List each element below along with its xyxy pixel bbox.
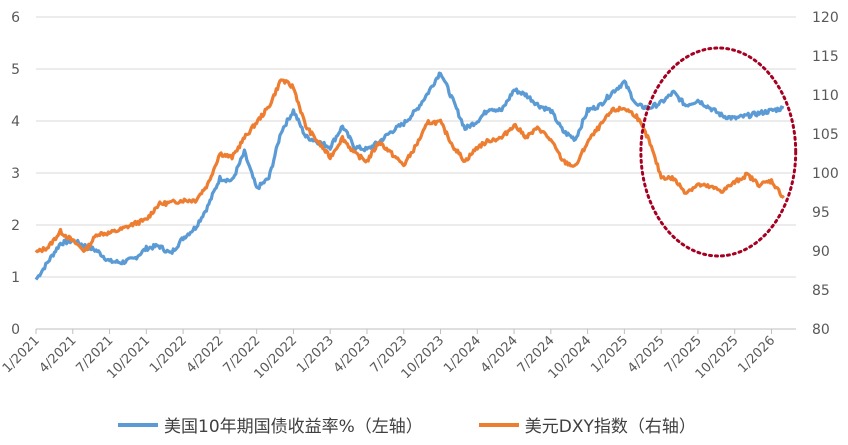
x-tick-label: 4/2025 xyxy=(625,333,668,376)
left-tick-label: 0 xyxy=(11,322,20,338)
x-tick-label: 4/2022 xyxy=(184,333,227,376)
right-tick-label: 80 xyxy=(812,322,830,338)
gridlines xyxy=(36,16,796,278)
series-line-dxy xyxy=(34,78,785,254)
x-tick-label: 1/2025 xyxy=(588,333,631,376)
legend-label-dxy: 美元DXY指数（右轴） xyxy=(524,417,696,437)
left-tick-label: 1 xyxy=(11,270,20,286)
left-tick-label: 5 xyxy=(11,62,20,78)
left-axis-ticks: 0 1 2 3 4 5 6 xyxy=(11,10,20,338)
left-tick-label: 4 xyxy=(11,114,20,130)
legend-swatch-yield xyxy=(118,422,158,427)
highlight-ellipse xyxy=(639,46,798,258)
legend-swatch-dxy xyxy=(478,422,519,427)
x-axis-ticks: 1/20214/20217/202110/20211/20224/20227/2… xyxy=(0,329,778,382)
right-tick-label: 115 xyxy=(812,49,839,65)
x-tick-label: 1/2022 xyxy=(147,333,190,376)
left-tick-label: 6 xyxy=(11,10,20,26)
x-tick-label: 1/2023 xyxy=(294,333,337,376)
x-tick-label: 1/2026 xyxy=(735,333,778,376)
legend-item-yield: 美国10年期国债收益率%（左轴） xyxy=(118,412,423,437)
x-tick-label: 4/2023 xyxy=(331,333,374,376)
series-line-yield xyxy=(34,71,785,281)
left-tick-label: 2 xyxy=(11,218,20,234)
x-tick-label: 1/2024 xyxy=(441,333,484,376)
right-tick-label: 90 xyxy=(812,244,830,260)
series-layer xyxy=(34,71,785,281)
right-tick-label: 100 xyxy=(812,166,839,182)
right-tick-label: 105 xyxy=(812,127,839,143)
x-tick-label: 4/2021 xyxy=(37,333,80,376)
right-tick-label: 110 xyxy=(812,88,839,104)
right-tick-label: 120 xyxy=(812,10,839,26)
right-tick-label: 85 xyxy=(812,283,830,299)
legend-item-dxy: 美元DXY指数（右轴） xyxy=(478,412,696,437)
right-tick-label: 95 xyxy=(812,205,830,221)
legend-label-yield: 美国10年期国债收益率%（左轴） xyxy=(164,417,423,437)
legend: 美国10年期国债收益率%（左轴） 美元DXY指数（右轴） xyxy=(118,412,752,437)
left-tick-label: 3 xyxy=(11,166,20,182)
x-tick-label: 1/2021 xyxy=(0,333,43,376)
right-axis-ticks: 80 85 90 95 100 105 110 115 120 xyxy=(812,10,839,338)
x-tick-label: 4/2024 xyxy=(478,333,521,376)
